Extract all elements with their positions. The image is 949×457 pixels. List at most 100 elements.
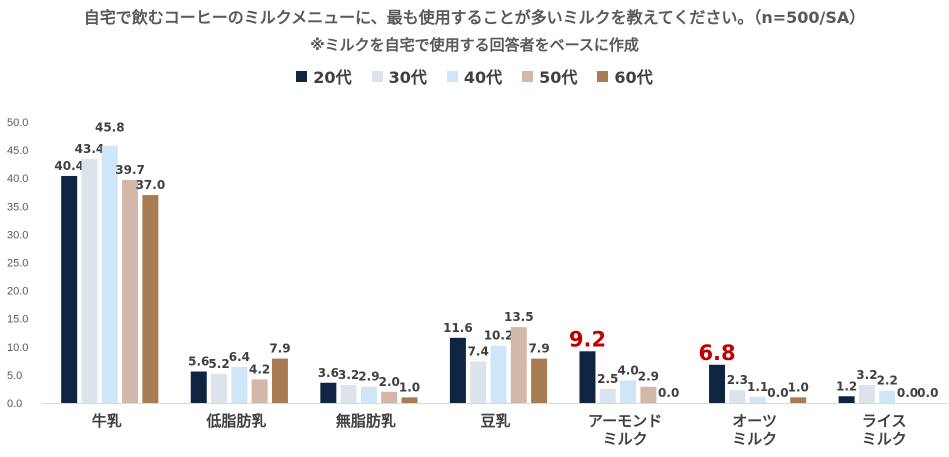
y-tick-label: 30.0 (7, 229, 28, 241)
bar (142, 195, 159, 403)
data-label: 37.0 (136, 178, 166, 192)
y-tick-label: 25.0 (7, 258, 28, 270)
data-label: 0.0 (767, 386, 788, 400)
data-label: 5.2 (208, 357, 229, 371)
bar (360, 386, 377, 403)
data-label: 2.3 (727, 373, 748, 387)
bar (340, 385, 357, 403)
data-label: 2.2 (877, 374, 898, 388)
bar (61, 175, 78, 403)
bar (320, 382, 337, 403)
data-label: 7.9 (528, 342, 549, 356)
bar (490, 345, 507, 403)
bar (271, 358, 288, 403)
bar (251, 379, 268, 403)
data-label: 43.4 (75, 142, 105, 156)
data-label: 0.0 (897, 386, 918, 400)
category-label: 無脂肪乳 (336, 412, 396, 430)
bar (211, 373, 228, 403)
category-label: ライス (862, 412, 907, 430)
y-tick-label: 5.0 (7, 370, 22, 382)
y-tick-label: 15.0 (7, 314, 28, 326)
legend-item: 40代 (446, 64, 503, 88)
data-label: 1.1 (747, 380, 768, 394)
chart-subtitle: ※ミルクを自宅で使用する回答者をベースに作成 (310, 36, 639, 54)
data-label: 2.9 (358, 370, 379, 384)
y-tick-label: 40.0 (7, 173, 28, 185)
data-label: 2.9 (638, 370, 659, 384)
y-tick-label: 45.0 (7, 145, 28, 157)
y-tick-label: 10.0 (7, 342, 28, 354)
data-label-highlight: 9.2 (569, 327, 606, 351)
legend-swatch (296, 70, 308, 82)
category-label: ミルク (732, 430, 777, 448)
legend-item: 30代 (371, 64, 427, 88)
y-tick-label: 20.0 (7, 286, 28, 298)
chart-legend: 20代 30代 40代 50代 60代 (0, 64, 949, 88)
bar (879, 390, 896, 403)
data-label: 1.0 (399, 380, 420, 394)
bar (81, 159, 98, 403)
bar (122, 179, 139, 403)
bar (709, 364, 726, 403)
y-tick-label: 50.0 (7, 117, 28, 129)
data-label: 0.0 (658, 386, 679, 400)
bar (510, 327, 527, 403)
bar (101, 145, 118, 403)
data-label: 45.8 (95, 121, 125, 135)
legend-label: 60代 (614, 68, 653, 87)
data-label: 40.4 (54, 159, 84, 173)
bar (620, 380, 637, 403)
category-label: ミルク (603, 430, 648, 448)
bar (858, 385, 875, 403)
data-label: 4.0 (617, 364, 638, 378)
category-label: オーツ (732, 412, 777, 430)
bar (531, 358, 548, 403)
data-label: 6.4 (229, 350, 250, 364)
bar (190, 371, 207, 403)
bar (381, 391, 398, 403)
legend-label: 40代 (463, 68, 503, 87)
legend-item: 20代 (296, 64, 352, 88)
bar (599, 388, 616, 403)
category-label: 豆乳 (480, 412, 510, 430)
legend-label: 20代 (313, 68, 352, 87)
category-label: 牛乳 (92, 412, 122, 430)
data-label: 2.0 (379, 375, 400, 389)
data-label: 0.0 (917, 386, 938, 400)
data-label: 3.6 (318, 366, 339, 380)
bar (401, 397, 418, 403)
data-label: 1.2 (836, 379, 857, 393)
bar (449, 337, 466, 403)
legend-item: 50代 (522, 64, 577, 88)
bar (231, 367, 248, 403)
data-label: 39.7 (115, 163, 145, 177)
data-label: 3.2 (856, 368, 877, 382)
bar (579, 351, 596, 403)
data-label: 7.4 (468, 344, 489, 358)
data-label: 11.6 (443, 321, 473, 335)
data-label: 4.2 (249, 362, 270, 376)
data-label: 3.2 (338, 368, 359, 382)
category-label: アーモンド (588, 412, 662, 430)
legend-swatch (522, 70, 534, 82)
category-label: 低脂肪乳 (205, 412, 266, 430)
legend-swatch (597, 70, 609, 82)
bar (470, 361, 487, 403)
legend-swatch (371, 70, 383, 82)
chart-title: 自宅で飲むコーヒーのミルクメニューに、最も使用することが多いミルクを教えてくださ… (83, 8, 866, 27)
bar (749, 396, 766, 403)
legend-label: 30代 (388, 68, 427, 87)
y-tick-label: 35.0 (7, 201, 28, 213)
legend-label: 50代 (539, 68, 578, 87)
data-label: 1.0 (788, 380, 809, 394)
data-label: 10.2 (484, 329, 514, 343)
data-label: 7.9 (269, 342, 290, 356)
bar (838, 396, 855, 403)
bar (640, 386, 657, 403)
data-label: 13.5 (504, 310, 534, 324)
bar (729, 390, 746, 403)
bar (790, 397, 807, 403)
legend-item: 60代 (597, 64, 653, 88)
